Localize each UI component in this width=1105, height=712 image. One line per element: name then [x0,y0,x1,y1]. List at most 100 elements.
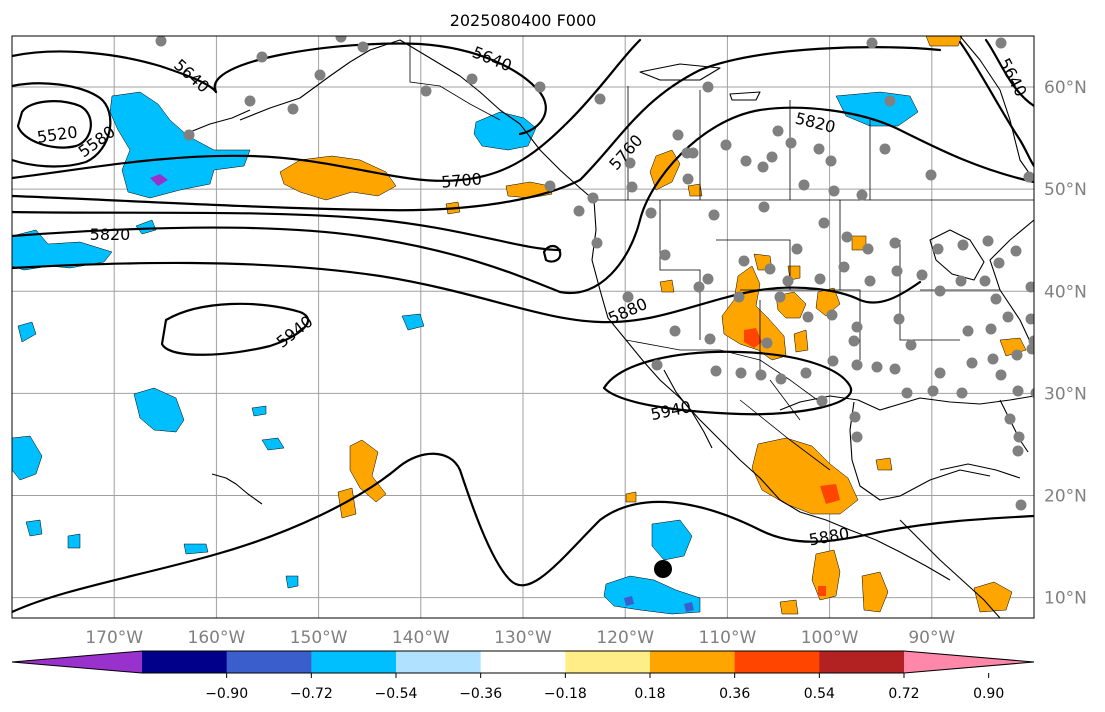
station-dot [825,155,837,167]
shade-orange-patch [925,36,963,47]
colorbar-segment [650,651,736,673]
coastline-arctic-islands [639,63,721,81]
shade-orange-patch [779,599,799,615]
lat-tick-label: 20°N [1044,486,1087,506]
station-dot [851,321,863,333]
station-dot [155,36,167,47]
contour-5580 [12,82,112,168]
colorbar-tick-label: 0.18 [634,686,665,702]
contour-5940 [160,302,309,356]
shade-orange-patch [721,265,787,361]
shade-blue-patch [401,313,425,331]
station-dot [982,235,994,247]
station-dot [314,69,326,81]
coastline-great-lakes [929,229,985,281]
shade-blue-patch [17,321,37,343]
colorbar-segment [565,651,651,673]
station-dot [866,37,878,49]
station-dot [244,95,256,107]
station-dot [544,180,556,192]
contour-5880 [12,261,922,324]
station-dot [733,291,745,303]
station-dot [901,387,913,399]
station-dot [957,239,969,251]
shade-blue-patch [25,519,43,537]
station-dot [740,155,752,167]
station-dot [587,192,599,204]
shade-orange-patch [649,149,681,191]
contour-5820 [12,106,1034,295]
contour-5940-b [602,350,853,416]
station-dot [287,103,299,115]
colorbar-segment [819,651,905,673]
station-dot [995,37,1007,49]
shade-red-patch [820,484,840,504]
station-dot [1012,445,1024,457]
lon-tick-label: 110°W [699,628,757,648]
station-dot [851,431,863,443]
lon-tick-label: 140°W [392,628,450,648]
station-dot [802,311,814,323]
station-dot [1025,281,1034,293]
station-dot [826,309,838,321]
station-dot [1030,387,1034,399]
shade-blue-patch [835,91,919,127]
lat-tick-label: 50°N [1044,180,1087,200]
shade-red-patch [818,586,826,596]
station-dot [932,243,944,255]
station-dot [791,243,803,255]
station-dots [155,36,1034,511]
contour-closed-small [542,244,562,263]
shade-orange-patch [349,439,387,503]
coastline-east [989,219,1034,351]
lon-tick-label: 160°W [188,628,246,648]
colorbar-extend-low [12,651,142,673]
lon-tick-label: 100°W [801,628,859,648]
shade-blue-patch [473,111,537,151]
longitude-tick-labels: 170°W 160°W 150°W 140°W 130°W 120°W 110°W 100°W… [85,628,955,648]
shade-orange-patch [973,581,1013,613]
shade-blue-patch [133,387,185,433]
station-dot [856,189,868,201]
station-dot [1002,311,1014,323]
political-borders [409,36,1034,471]
station-dot [645,207,657,219]
station-dot [420,85,432,97]
shade-blue-patch [183,543,209,555]
station-dot [687,147,699,159]
contour-5820-b [12,210,562,252]
station-dot [1012,385,1024,397]
station-dot [591,237,603,249]
coastline-hudson [959,36,1034,181]
station-dot [669,325,681,337]
station-dot [755,369,767,381]
station-dot [889,237,901,249]
shaded-anomaly-field [12,36,1027,615]
station-dot [622,291,634,303]
station-dot [828,185,840,197]
contour-5640 [12,50,218,94]
station-dot [659,249,671,261]
coastline-west-coast [591,199,951,581]
storm-marker [654,560,672,578]
station-dot [782,275,794,287]
colorbar-tick-label: 0.36 [719,686,750,702]
shade-blue-patch [67,533,81,549]
station-dot [651,359,663,371]
station-dot [993,257,1005,269]
border-us-states [659,200,1000,380]
lon-tick-label: 90°W [908,628,955,648]
station-dot [1026,343,1034,355]
border-canada-provinces [627,86,871,200]
shade-blue-patch [651,519,693,561]
station-dot [693,281,705,293]
station-dot [682,173,694,185]
station-dot [800,367,812,379]
station-dot [672,129,684,141]
station-dot [798,179,810,191]
colorbar [11,650,1035,674]
station-dot [735,367,747,379]
coastline-alaska [239,39,595,201]
station-dot [879,143,891,155]
